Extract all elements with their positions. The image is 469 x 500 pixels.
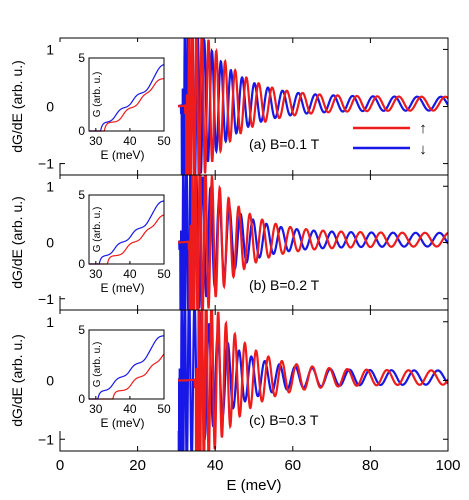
inset-x-axis-label: E (meV) xyxy=(100,416,144,430)
y-axis-label: dG/dE (arb. u.) xyxy=(9,60,25,153)
x-axis-label: E (meV) xyxy=(226,477,281,494)
inset-y-axis-label: G (arb. u.) xyxy=(92,207,103,253)
legend-label-up: ↑ xyxy=(419,120,427,137)
y-tick-label: −1 xyxy=(38,291,54,307)
inset-y-tick-label: 0 xyxy=(78,124,85,138)
inset-x-tick-label: 40 xyxy=(123,267,137,281)
inset-x-tick-label: 40 xyxy=(123,134,137,148)
y-tick-label: 1 xyxy=(46,41,54,57)
inset-series-down-1 xyxy=(89,200,165,265)
legend-label-down: ↓ xyxy=(419,141,427,158)
inset-frame-2 xyxy=(88,329,165,400)
inset-x-tick-label: 30 xyxy=(89,267,103,281)
y-tick-label: −1 xyxy=(38,431,54,447)
y-tick-label: 1 xyxy=(46,178,54,194)
inset-x-tick-label: 30 xyxy=(89,134,103,148)
y-tick-label: 0 xyxy=(46,373,54,389)
inset-background-1 xyxy=(59,179,178,296)
inset-x-tick-label: 40 xyxy=(123,402,137,416)
inset-x-tick-label: 50 xyxy=(157,134,171,148)
inset-x-tick-label: 30 xyxy=(89,402,103,416)
x-tick-label: 0 xyxy=(56,457,64,474)
inset-background-2 xyxy=(59,314,178,431)
inset-frame-1 xyxy=(88,194,165,265)
y-tick-label: 0 xyxy=(46,99,54,115)
inset-y-tick-label: 5 xyxy=(78,51,85,65)
inset-x-axis-label: E (meV) xyxy=(100,281,144,295)
x-tick-label: 80 xyxy=(362,457,379,474)
y-axis-label: dG/dE (arb. u.) xyxy=(9,196,25,289)
panel-label: (c) B=0.3 T xyxy=(249,412,319,428)
inset-y-tick-label: 5 xyxy=(78,188,85,202)
x-tick-label: 20 xyxy=(129,457,146,474)
inset-x-axis-label: E (meV) xyxy=(100,148,144,162)
y-tick-label: −1 xyxy=(38,156,54,172)
inset-x-tick-label: 50 xyxy=(157,267,171,281)
y-axis-label: dG/dE (arb. u.) xyxy=(9,334,25,427)
inset-frame-0 xyxy=(88,57,165,132)
y-tick-label: 0 xyxy=(46,235,54,251)
inset-x-tick-label: 50 xyxy=(157,402,171,416)
panel-label: (b) B=0.2 T xyxy=(249,277,320,293)
inset-y-tick-label: 0 xyxy=(78,392,85,406)
inset-y-tick-label: 5 xyxy=(78,323,85,337)
x-tick-label: 100 xyxy=(435,457,460,474)
x-tick-label: 40 xyxy=(207,457,224,474)
x-tick-label: 60 xyxy=(284,457,301,474)
inset-series-down-0 xyxy=(89,63,165,132)
panel-label: (a) B=0.1 T xyxy=(249,136,320,152)
inset-background-0 xyxy=(59,42,178,163)
inset-series-down-2 xyxy=(89,335,165,400)
y-tick-label: 1 xyxy=(46,314,54,330)
inset-y-axis-label: G (arb. u.) xyxy=(92,342,103,388)
inset-y-axis-label: G (arb. u.) xyxy=(92,72,103,118)
inset-y-tick-label: 0 xyxy=(78,257,85,271)
